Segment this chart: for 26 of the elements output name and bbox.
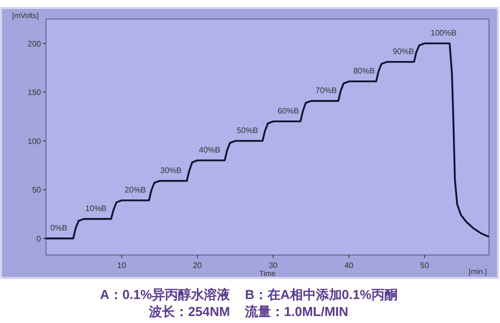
- x-tick-label: 40: [344, 261, 354, 270]
- x-tick-label: 20: [193, 261, 202, 270]
- annotation: 50%B: [236, 126, 258, 135]
- annotation: 0%B: [50, 223, 68, 232]
- annotation: 90%B: [392, 46, 414, 56]
- y-tick-label: 50: [32, 186, 42, 195]
- line-series: [45, 42, 490, 240]
- annotation: 80%B: [353, 66, 375, 76]
- text: A：0.1%异丙醇水溶液: [100, 287, 231, 302]
- x-tick-label: 50: [420, 261, 430, 270]
- annotation: 100%B: [430, 28, 456, 38]
- y-tick-label: 200: [28, 39, 42, 48]
- y-tick-label: 100: [28, 136, 42, 146]
- annotation: 70%B: [316, 86, 337, 95]
- annotation: 10%B: [85, 204, 107, 213]
- annotation: 20%B: [124, 185, 146, 194]
- y-tick-label: 150: [28, 88, 42, 98]
- annotation: 60%B: [278, 106, 300, 116]
- text: 流量：1.0ML/MIN: [244, 304, 348, 319]
- annotation: 40%B: [198, 145, 220, 154]
- x-tick-label: 30: [268, 261, 278, 270]
- x-tick-label: 10: [117, 261, 127, 270]
- text: 波长：254NM: [148, 304, 230, 319]
- y-tick-label: 0: [36, 234, 42, 244]
- annotation: 30%B: [160, 166, 182, 175]
- text: B：在A相中添加0.1%丙酮: [245, 287, 398, 302]
